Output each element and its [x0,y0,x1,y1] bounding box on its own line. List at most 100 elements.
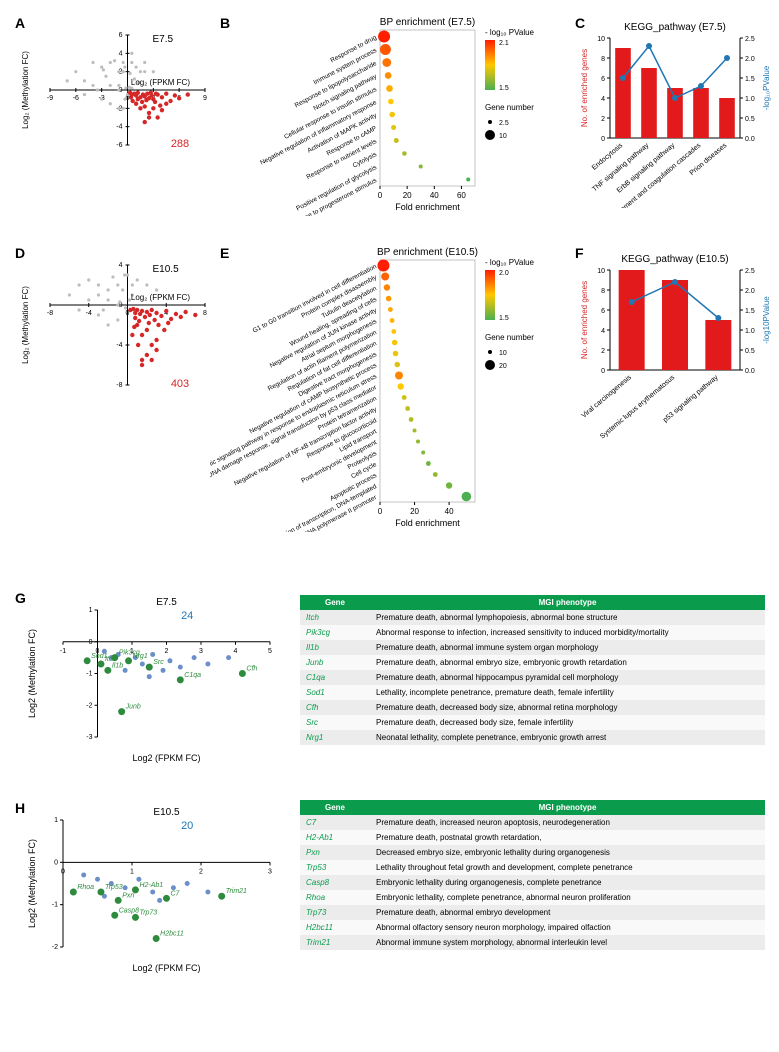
svg-text:-log₁₀PValue: -log₁₀PValue [762,65,771,110]
panel-label-H: H [15,800,25,816]
svg-text:4: 4 [234,648,238,655]
svg-text:Pxn: Pxn [122,892,134,899]
svg-text:1: 1 [130,868,134,875]
svg-text:4: 4 [119,50,123,57]
scatter-A: -9-6-30369-6-4-20246E7.5Log₂ (FPKM FC)28… [20,20,210,170]
svg-text:Log2 (FPKM FC): Log2 (FPKM FC) [132,753,200,763]
svg-text:2.5: 2.5 [499,120,509,127]
svg-text:E7.5: E7.5 [156,597,177,608]
scatter-D: -8-4048-8-404E10.5Log₂ (FPKM FC)403Log₂ … [20,250,210,410]
svg-text:20: 20 [403,191,412,200]
svg-text:60: 60 [457,191,466,200]
svg-text:-3: -3 [86,734,92,741]
svg-text:2: 2 [601,116,605,123]
svg-text:20: 20 [181,820,193,832]
svg-text:2.0: 2.0 [499,270,509,277]
svg-text:Trp53: Trp53 [105,884,123,891]
svg-text:1.5: 1.5 [745,76,755,83]
svg-text:Log₂ (FPKM FC): Log₂ (FPKM FC) [131,78,190,87]
svg-text:Cfh: Cfh [246,666,257,673]
svg-text:-1: -1 [86,671,92,678]
kegg-F: KEGG_pathway (E10.5)02468100.00.51.01.52… [575,250,775,440]
kegg-C: KEGG_pathway (E7.5) 0 2 4 6 8 10 0.0 0.5 1.0 1.5 2.… [575,18,775,208]
svg-text:0.0: 0.0 [745,136,755,143]
svg-text:8: 8 [601,288,605,295]
svg-text:- log₁₀ PValue: - log₁₀ PValue [485,258,535,267]
svg-text:10: 10 [597,268,605,275]
svg-text:E10.5: E10.5 [153,807,180,818]
svg-text:-4: -4 [116,124,122,131]
svg-text:C7: C7 [171,890,181,897]
svg-text:40: 40 [445,507,454,516]
svg-text:6: 6 [601,308,605,315]
svg-text:2.1: 2.1 [499,40,509,47]
svg-text:2.5: 2.5 [745,36,755,43]
scatter-G: -1012345-3-2-101Sod1ItchPik3cgNrg1Il1bSr… [25,595,275,765]
mgi-table: GeneMGI phenotypeItchPremature death, ab… [300,595,765,745]
svg-text:1.5: 1.5 [499,315,509,322]
svg-text:Log₂ (Methylation FC): Log₂ (Methylation FC) [21,286,30,364]
svg-text:Fold enrichment: Fold enrichment [395,518,460,528]
svg-text:Systemic lupus erythematosus: Systemic lupus erythematosus [599,374,677,440]
svg-text:Casp8: Casp8 [119,907,139,914]
svg-text:20: 20 [499,363,507,370]
svg-text:2.0: 2.0 [745,288,755,295]
svg-text:0: 0 [378,191,383,200]
svg-text:Src: Src [153,659,164,666]
svg-text:20: 20 [410,507,419,516]
mgi-table: GeneMGI phenotypeC7Premature death, incr… [300,800,765,950]
svg-text:Log₂ (FPKM FC): Log₂ (FPKM FC) [131,293,190,302]
svg-text:0: 0 [601,368,605,375]
svg-text:10: 10 [499,133,507,140]
svg-text:No. of enriched genes: No. of enriched genes [580,281,589,359]
svg-text:1.0: 1.0 [745,96,755,103]
svg-text:Log2 (Methylation FC): Log2 (Methylation FC) [27,629,37,718]
svg-text:403: 403 [171,378,189,390]
svg-text:-8: -8 [116,382,122,389]
svg-text:4: 4 [119,262,123,269]
svg-text:-1: -1 [52,902,58,909]
svg-text:8: 8 [203,310,207,317]
svg-text:0.0: 0.0 [745,368,755,375]
svg-text:Rhoa: Rhoa [77,884,94,891]
svg-text:Trim21: Trim21 [226,888,247,895]
svg-text:10: 10 [597,36,605,43]
svg-text:10: 10 [499,350,507,357]
svg-text:0: 0 [601,136,605,143]
svg-text:-9: -9 [47,95,53,102]
svg-text:Il1b: Il1b [112,662,123,669]
bp-B: BP enrichment (E7.5)0204060Fold enrichme… [210,15,570,216]
svg-text:-2: -2 [86,702,92,709]
svg-text:-6: -6 [73,95,79,102]
svg-text:288: 288 [171,138,189,150]
svg-text:8: 8 [601,56,605,63]
svg-text:4: 4 [601,96,605,103]
svg-text:0.5: 0.5 [745,348,755,355]
svg-text:Log2 (FPKM FC): Log2 (FPKM FC) [132,963,200,973]
scatter-H: 0123-2-101RhoaTrp53PxnH2-Ab1C7Trim21Casp… [25,805,275,975]
svg-text:Nrg1: Nrg1 [133,653,148,660]
svg-text:4: 4 [601,328,605,335]
svg-text:KEGG_pathway (E7.5): KEGG_pathway (E7.5) [624,22,726,33]
svg-text:1: 1 [89,607,93,614]
svg-text:-6: -6 [116,142,122,149]
svg-text:2: 2 [199,868,203,875]
svg-text:-8: -8 [47,310,53,317]
svg-text:6: 6 [119,32,123,39]
svg-text:2: 2 [165,648,169,655]
svg-text:Fold enrichment: Fold enrichment [395,202,460,212]
svg-text:-4: -4 [86,310,92,317]
svg-text:-log10PValue: -log10PValue [762,296,771,344]
svg-text:3: 3 [268,868,272,875]
svg-text:- log₁₀ PValue: - log₁₀ PValue [485,28,535,37]
svg-text:BP enrichment (E10.5): BP enrichment (E10.5) [377,247,478,258]
svg-text:6: 6 [601,76,605,83]
svg-text:Junb: Junb [125,704,141,711]
svg-text:0: 0 [61,868,65,875]
svg-text:2.0: 2.0 [745,56,755,63]
svg-text:-2: -2 [52,944,58,951]
svg-text:2: 2 [601,348,605,355]
svg-text:0.5: 0.5 [745,116,755,123]
svg-text:0: 0 [54,859,58,866]
svg-text:H2-Ab1: H2-Ab1 [139,882,163,889]
